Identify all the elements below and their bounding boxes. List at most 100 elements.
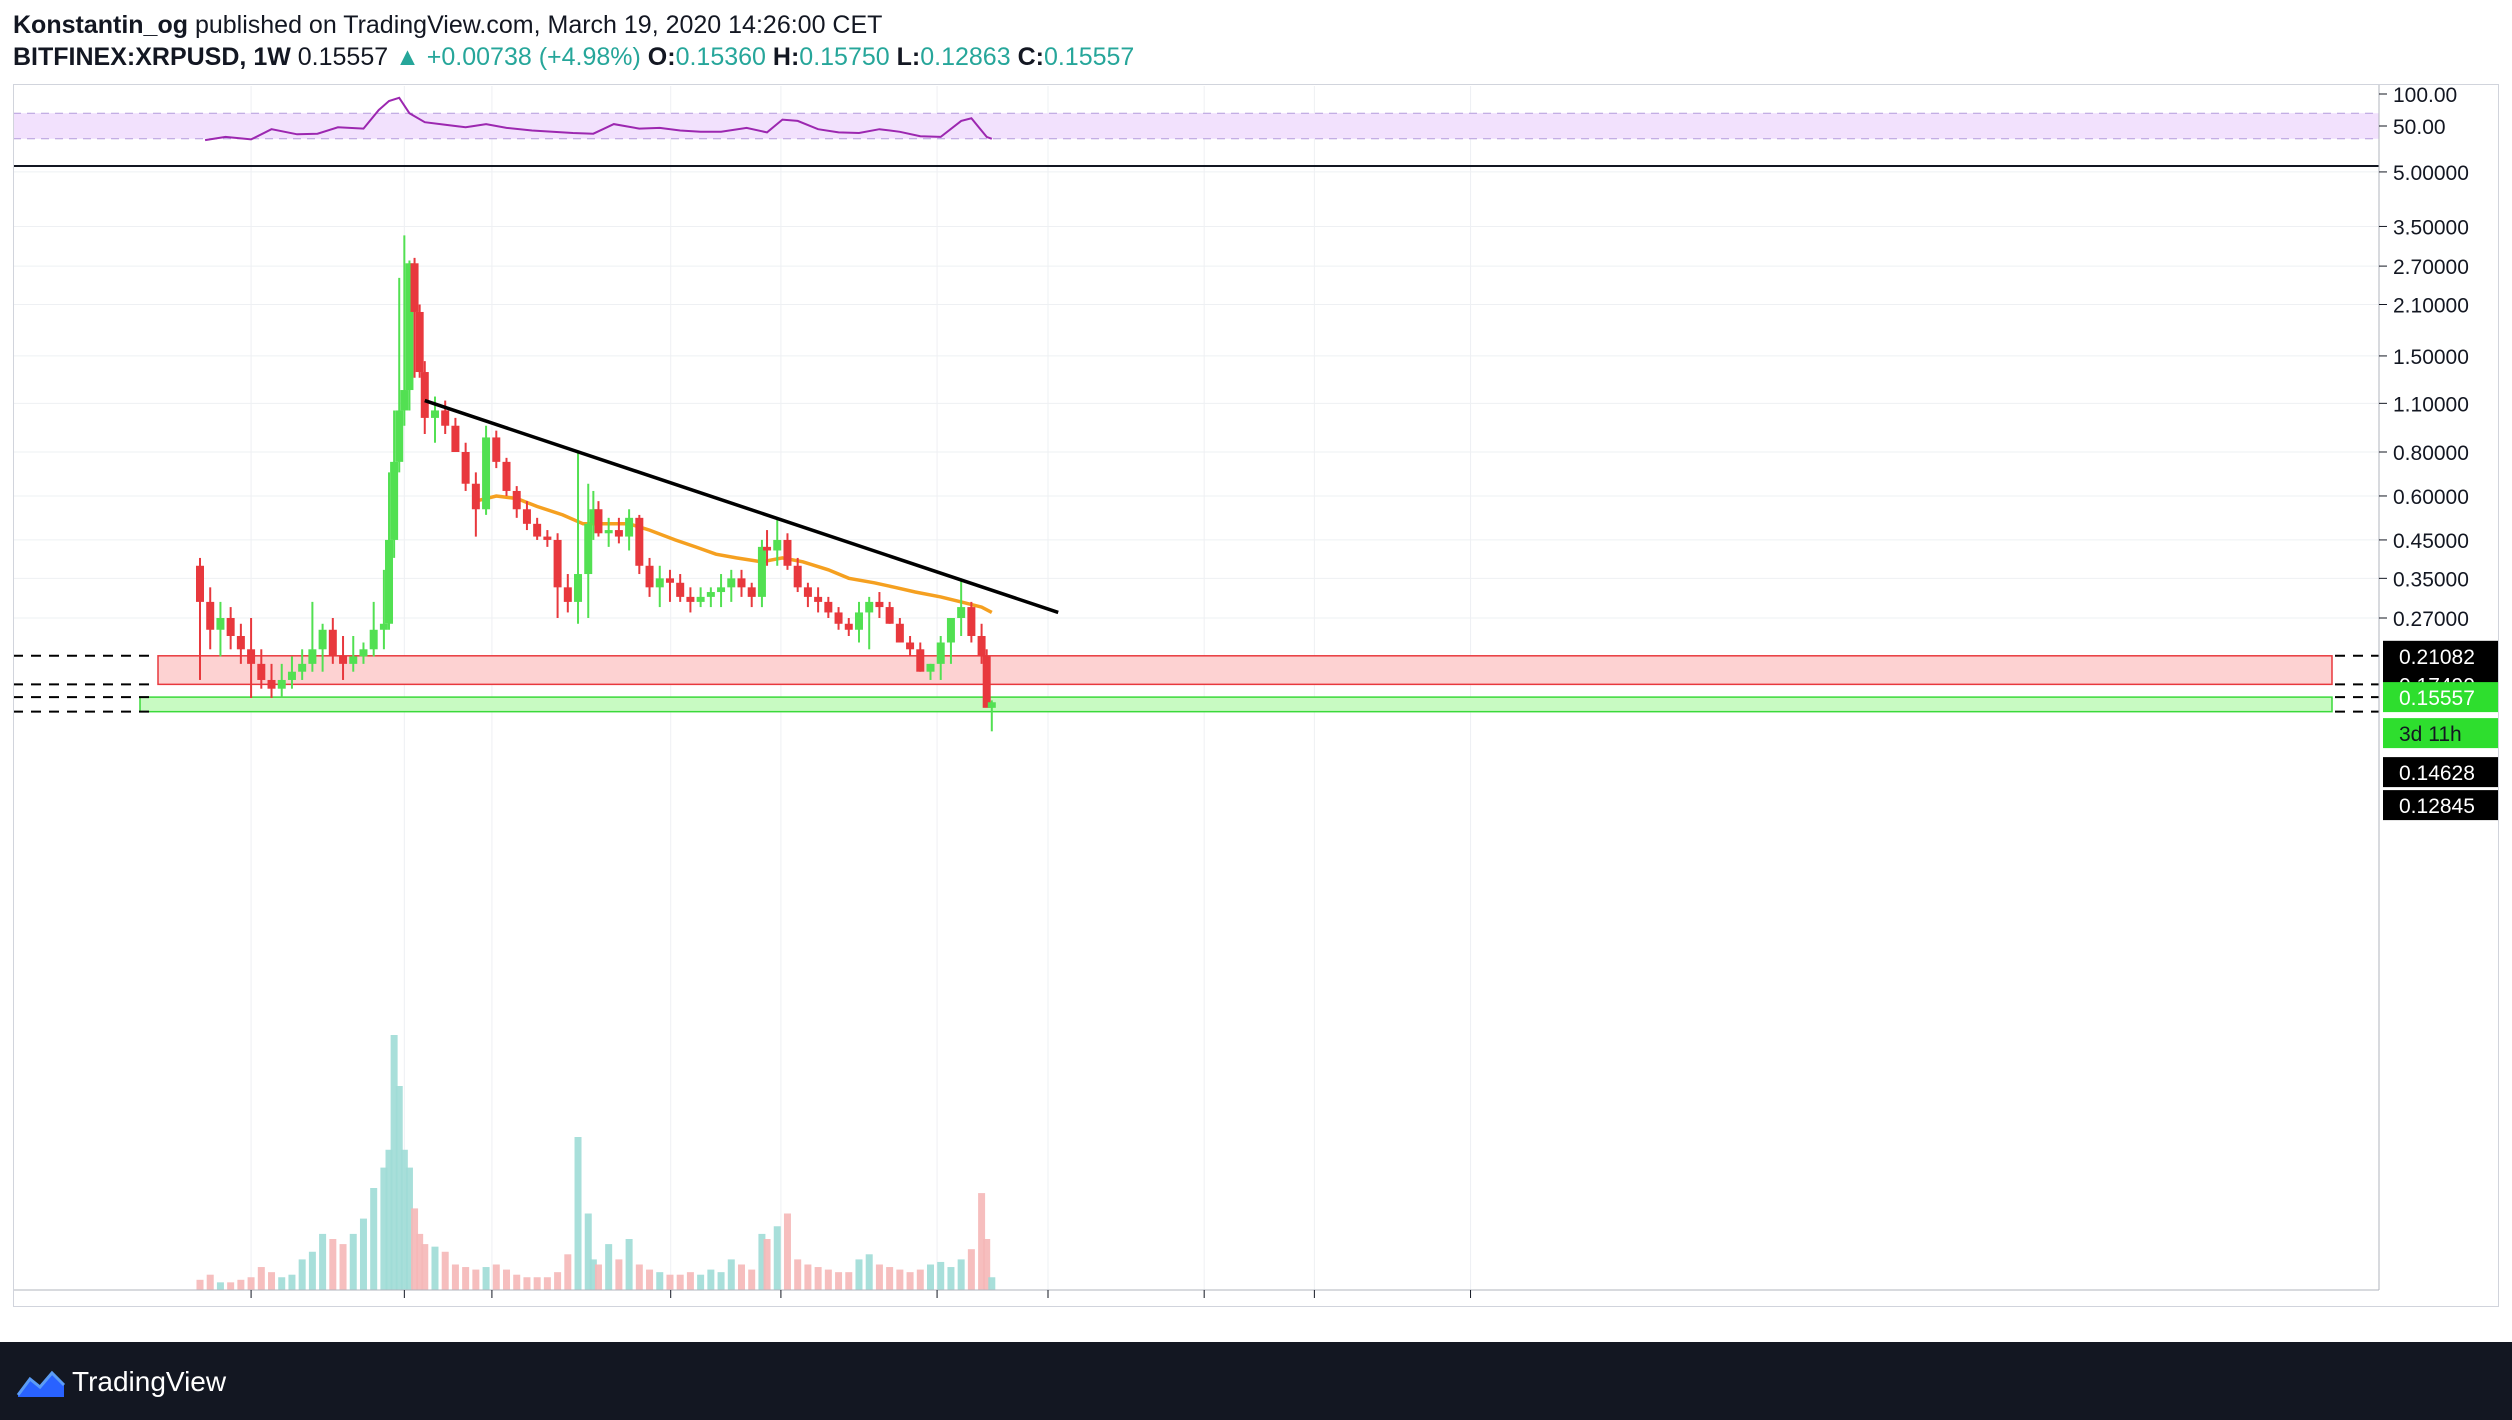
volume-bar [329,1239,337,1290]
candle-body [308,649,317,664]
volume-bar [794,1259,802,1290]
candle-body [763,546,772,551]
candle-body [957,607,966,618]
candle [328,618,337,664]
candle [543,530,552,547]
volume-bar [686,1272,694,1290]
candle [895,618,904,643]
candle [916,642,925,672]
candle [379,569,388,650]
high-label: H: [772,43,800,71]
candle [512,486,521,518]
candle-body [512,490,521,510]
candle-body [916,649,925,672]
volume-bar [697,1274,705,1290]
candle-body [936,642,945,664]
volume-bar [268,1272,276,1290]
time-axis-background [13,1290,2499,1307]
chart-area[interactable]: 100.00 50.00 5.00000 3.50000 2.70000 2.10000 1… [13,84,2499,1307]
volume-bar [554,1272,562,1290]
candle-body [906,642,915,650]
publish-info: Konstantin_og published on TradingView.c… [13,10,882,40]
volume-bar [411,1208,419,1290]
volume-bar [288,1274,296,1290]
candle [875,592,884,618]
volume-bar [543,1277,551,1290]
candle [865,596,874,650]
candle [814,587,823,613]
volume-bar [405,1167,413,1290]
candle-body [854,612,863,630]
candle [574,452,583,624]
candle-body [706,592,715,597]
price-tick-label: 1.50000 [2393,346,2469,369]
candle-body [287,671,296,680]
candle [589,490,598,540]
candle [318,623,327,672]
candle [216,601,225,657]
volume-bar [896,1269,904,1290]
candle-body [604,530,613,534]
symbol-line: BITFINEX:XRPUSD, 1W 0.15557 ▲ +0.00738 (… [13,43,1135,71]
candle [369,601,378,657]
volume-bar [339,1244,347,1290]
volume-bar [666,1274,674,1290]
candle-body [865,601,874,613]
chart-background [13,84,2499,1307]
candle-body [574,574,583,602]
candle-body [625,517,634,537]
price-label-box [2383,682,2498,713]
candle [553,533,562,618]
candle-body [824,601,833,613]
volume-bar [737,1264,745,1290]
volume-bar [278,1277,286,1290]
candle [584,483,593,618]
volume-bar [646,1269,654,1290]
candle [727,569,736,602]
candle [267,663,276,698]
candle-body [369,629,378,650]
candle-body [420,372,429,418]
candle [773,517,782,566]
volume-bar [564,1254,572,1290]
brand-name[interactable]: TradingView [72,1366,227,1397]
close-value: 0.15557 [1043,43,1135,71]
volume-bar [886,1267,894,1290]
candle-body [257,663,266,680]
candle-body [844,623,853,630]
axis-price-label: 0.14628 [2383,757,2498,788]
volume-bar [748,1269,756,1290]
candle-body [553,539,562,588]
volume-bar [983,1239,991,1290]
candle-body [875,601,884,608]
volume-bar [978,1193,986,1290]
candle [803,582,812,608]
candle [957,578,966,637]
candle-body [196,565,204,602]
price-chart[interactable]: 100.00 50.00 5.00000 3.50000 2.70000 2.10000 1… [13,84,2499,1307]
interval[interactable]: 1W [253,43,291,71]
author-name[interactable]: Konstantin_og [13,11,188,39]
candle [594,501,603,537]
volume-bar [533,1277,541,1290]
candle-body [405,263,414,391]
candle-body [594,509,603,534]
candle [196,557,204,680]
candle [349,636,358,672]
symbol[interactable]: BITFINEX:XRPUSD [13,43,240,71]
candle-body [359,649,368,657]
volume-bar [431,1246,439,1290]
candle [936,636,945,680]
candle-body [635,517,644,566]
candle-body [783,539,792,566]
volume-bar [451,1264,459,1290]
candle-body [415,311,424,373]
volume-bar [824,1269,832,1290]
tradingview-logo-icon[interactable] [16,1369,66,1399]
volume-bar [370,1188,378,1290]
volume-bar [237,1279,245,1290]
candle-body [757,546,766,597]
volume-bar [783,1213,791,1290]
footer-bar: TradingView [0,1342,2512,1420]
volume-bar [462,1267,470,1290]
